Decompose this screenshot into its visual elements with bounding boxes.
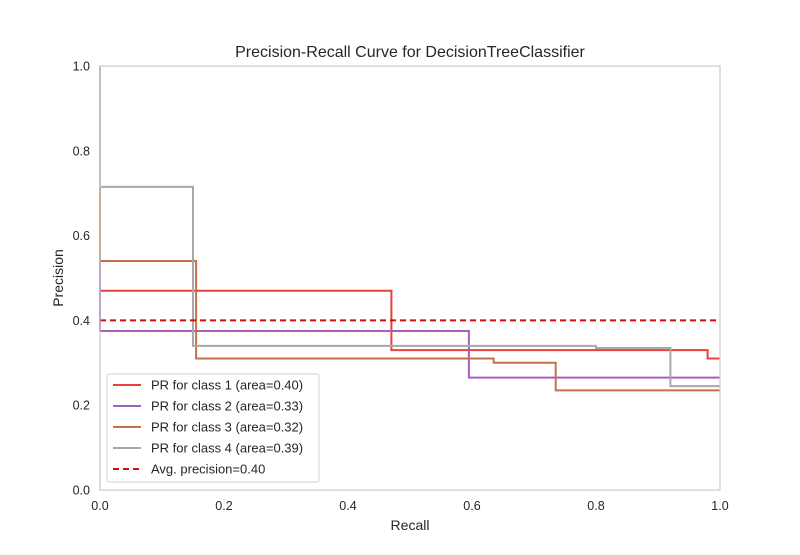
legend-label-1: PR for class 1 (area=0.40) <box>151 378 303 393</box>
legend: PR for class 1 (area=0.40) PR for class 2… <box>106 373 320 483</box>
x-axis-label: Recall <box>391 517 430 533</box>
plot-frame <box>99 65 721 491</box>
y-tick-label: 0.2 <box>73 399 90 413</box>
ticks-layer: 0.0 0.2 0.4 0.6 0.8 1.0 0.0 0.2 0.4 0.6 0.8 1.0 <box>73 60 729 514</box>
y-tick-label: 0.4 <box>73 314 90 328</box>
series-line-4 <box>99 66 720 388</box>
x-tick-label: 0.4 <box>339 499 356 513</box>
legend-box <box>106 373 320 483</box>
legend-label-4: PR for class 4 (area=0.39) <box>151 441 303 456</box>
y-tick-label: 0.8 <box>73 144 90 158</box>
chart-title: Precision-Recall Curve for DecisionTreeC… <box>235 44 585 61</box>
legend-label-5: Avg. precision=0.40 <box>151 462 265 477</box>
legend-label-3: PR for class 3 (area=0.32) <box>151 420 303 435</box>
series-line-3 <box>99 66 720 392</box>
x-tick-label: 0.8 <box>587 499 604 513</box>
y-axis-label: Precision <box>50 249 66 307</box>
y-tick-label: 0.6 <box>73 229 90 243</box>
x-tick-label: 1.0 <box>711 499 728 513</box>
x-tick-label: 0.2 <box>215 499 232 513</box>
legend-label-2: PR for class 2 (area=0.33) <box>151 399 303 414</box>
y-tick-label: 0.0 <box>73 484 90 498</box>
y-tick-label: 1.0 <box>73 60 90 74</box>
x-tick-label: 0.6 <box>463 499 480 513</box>
x-tick-label: 0.0 <box>91 499 108 513</box>
